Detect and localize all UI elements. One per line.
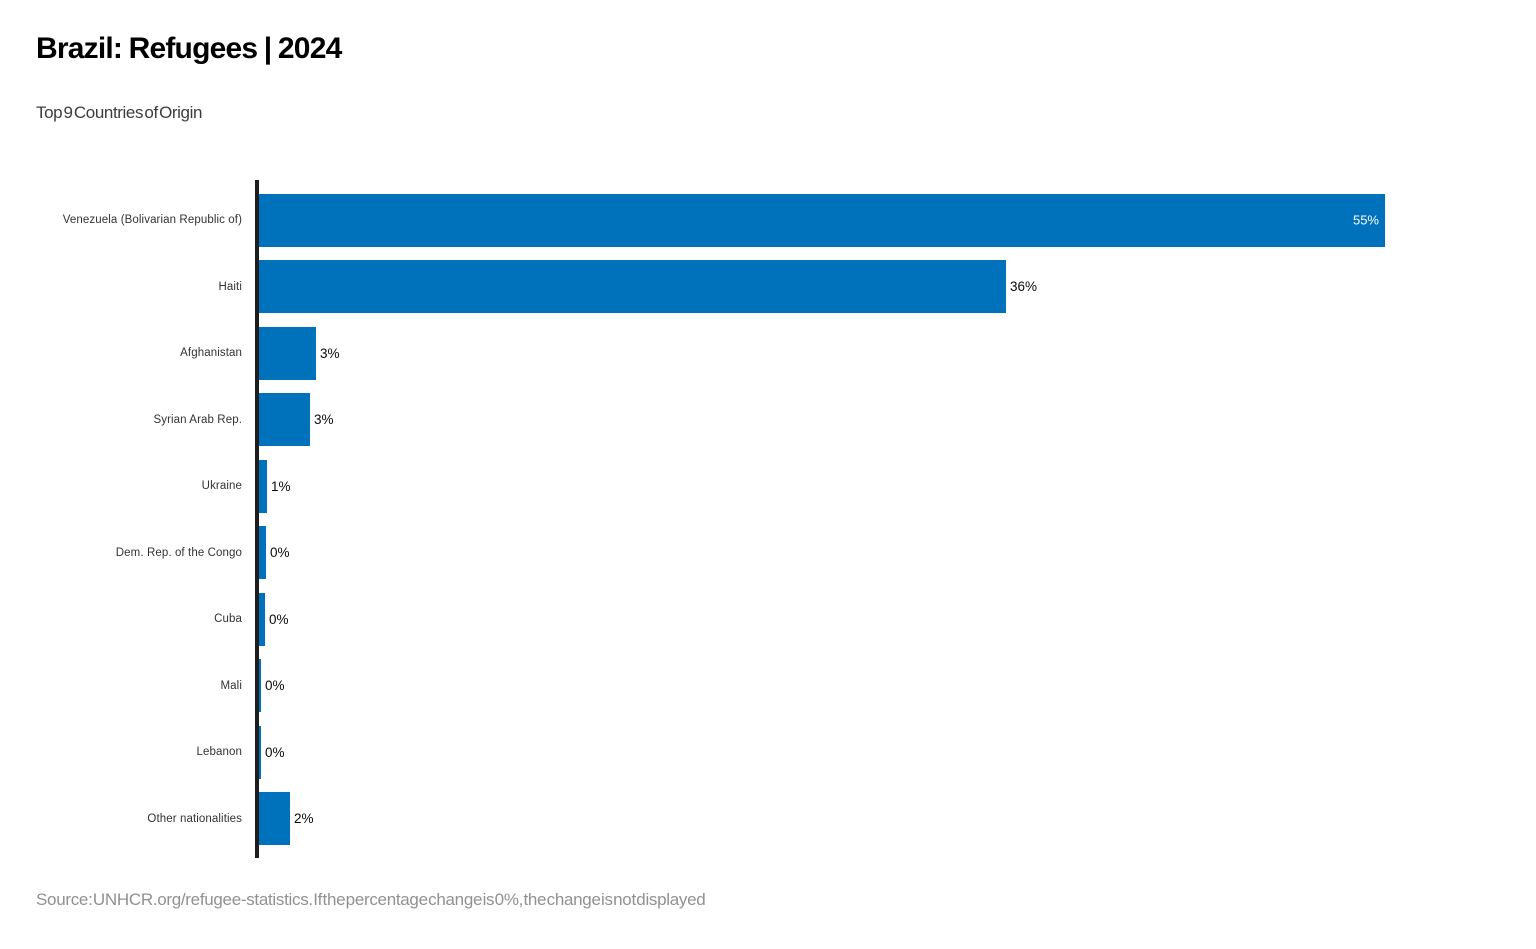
- category-label: Dem. Rep. of the Congo: [115, 546, 242, 559]
- bar-area: 36%: [259, 254, 1536, 321]
- bar: [259, 792, 290, 846]
- chart-row: Venezuela (Bolivarian Republic of) 55%: [0, 187, 1536, 254]
- chart-subtitle: Top 9 Countries of Origin: [36, 103, 203, 122]
- value-label: 2%: [294, 811, 314, 827]
- bar-area: 0%: [259, 520, 1536, 587]
- value-label: 3%: [320, 345, 340, 361]
- chart-row: Other nationalities 2%: [0, 786, 1536, 853]
- chart-row: Cuba 0%: [0, 586, 1536, 653]
- bar-area: 1%: [259, 453, 1536, 520]
- bar: [259, 260, 1006, 314]
- bar: [259, 526, 266, 580]
- category-label: Afghanistan: [180, 347, 242, 360]
- bar: [259, 592, 265, 646]
- category-label: Haiti: [218, 280, 242, 293]
- value-label: 1%: [271, 478, 291, 494]
- chart-row: Afghanistan 3%: [0, 320, 1536, 387]
- category-label: Other nationalities: [147, 812, 242, 825]
- value-label: 0%: [265, 744, 285, 760]
- value-label: 36%: [1010, 279, 1038, 295]
- category-label: Ukraine: [201, 480, 242, 493]
- category-label: Cuba: [214, 613, 242, 626]
- value-label: 0%: [265, 678, 285, 694]
- bar: 55%: [259, 193, 1385, 247]
- chart-row: Lebanon 0%: [0, 719, 1536, 786]
- chart-row: Dem. Rep. of the Congo 0%: [0, 520, 1536, 587]
- chart-row: Ukraine 1%: [0, 453, 1536, 520]
- value-label: 55%: [1352, 212, 1379, 228]
- value-label: 0%: [269, 611, 289, 627]
- category-label: Lebanon: [196, 746, 242, 759]
- bar-area: 0%: [259, 586, 1536, 653]
- bar-area: 0%: [259, 653, 1536, 720]
- value-label: 0%: [270, 545, 290, 561]
- bar-area: 3%: [259, 320, 1536, 387]
- bar-chart: Venezuela (Bolivarian Republic of) 55% H…: [0, 187, 1536, 852]
- chart-row: Syrian Arab Rep. 3%: [0, 387, 1536, 454]
- bar: [259, 393, 310, 447]
- chart-row: Mali 0%: [0, 653, 1536, 720]
- category-label: Venezuela (Bolivarian Republic of): [62, 214, 242, 227]
- bar: [259, 725, 261, 779]
- bar-area: 0%: [259, 719, 1536, 786]
- y-axis-line: [255, 180, 259, 858]
- category-label: Mali: [220, 679, 242, 692]
- bar-area: 2%: [259, 786, 1536, 853]
- chart-row: Haiti 36%: [0, 254, 1536, 321]
- bar-area: 3%: [259, 387, 1536, 454]
- bar: [259, 326, 316, 380]
- page-title: Brazil: Refugees | 2024: [36, 32, 342, 65]
- bar: [259, 459, 267, 513]
- source-note: Source: UNHCR.org/refugee-statistics. If…: [36, 890, 706, 909]
- bar: [259, 659, 261, 713]
- bar-area: 55%: [259, 187, 1536, 254]
- category-label: Syrian Arab Rep.: [153, 413, 242, 426]
- value-label: 3%: [314, 412, 334, 428]
